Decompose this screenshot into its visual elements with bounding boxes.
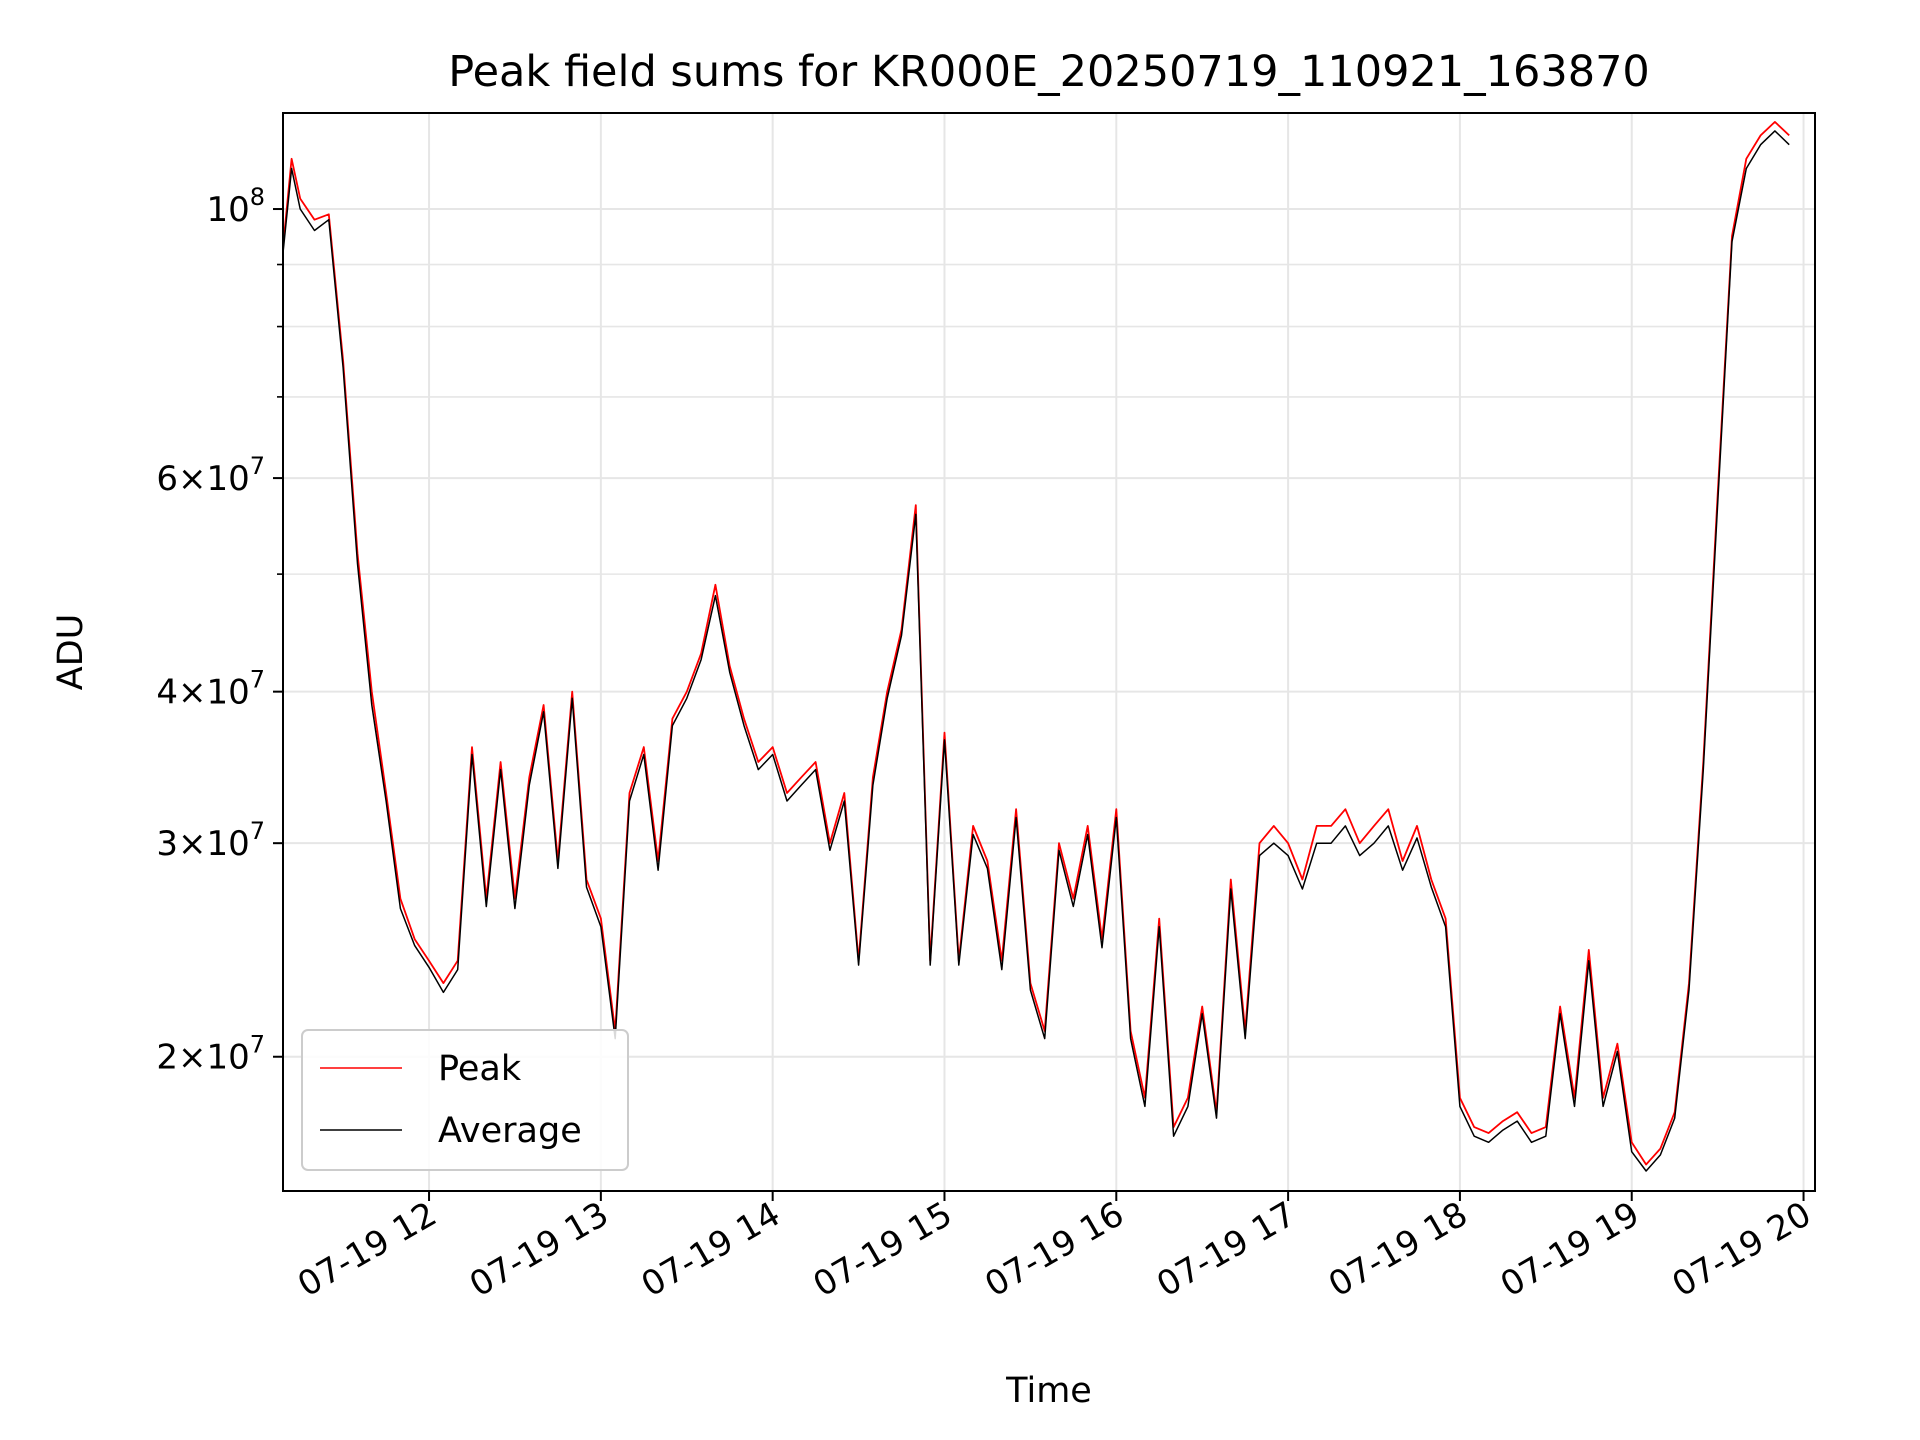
y-tick-label: 3×107 <box>156 817 265 864</box>
y-tick-label: 4×107 <box>156 666 265 713</box>
legend: Peak Average <box>301 1029 629 1171</box>
plot-frame <box>282 112 1816 1192</box>
chart-title: Peak field sums for KR000E_20250719_1109… <box>448 47 1650 97</box>
y-axis-ticks: 2×107 3×107 4×107 6×107 108 <box>156 183 283 1078</box>
grid-lines <box>283 113 1815 1191</box>
series-line-average <box>282 130 1790 1172</box>
plot-lines <box>282 121 1790 1172</box>
y-tick-label: 2×107 <box>156 1031 265 1078</box>
legend-label-average: Average <box>438 1111 582 1151</box>
y-tick-label: 108 <box>206 183 265 230</box>
legend-box <box>301 1029 629 1171</box>
y-tick-label: 6×107 <box>156 452 265 499</box>
x-axis-label: Time <box>1005 1371 1092 1411</box>
legend-label-peak: Peak <box>438 1049 522 1089</box>
y-axis-label: ADU <box>51 614 91 691</box>
